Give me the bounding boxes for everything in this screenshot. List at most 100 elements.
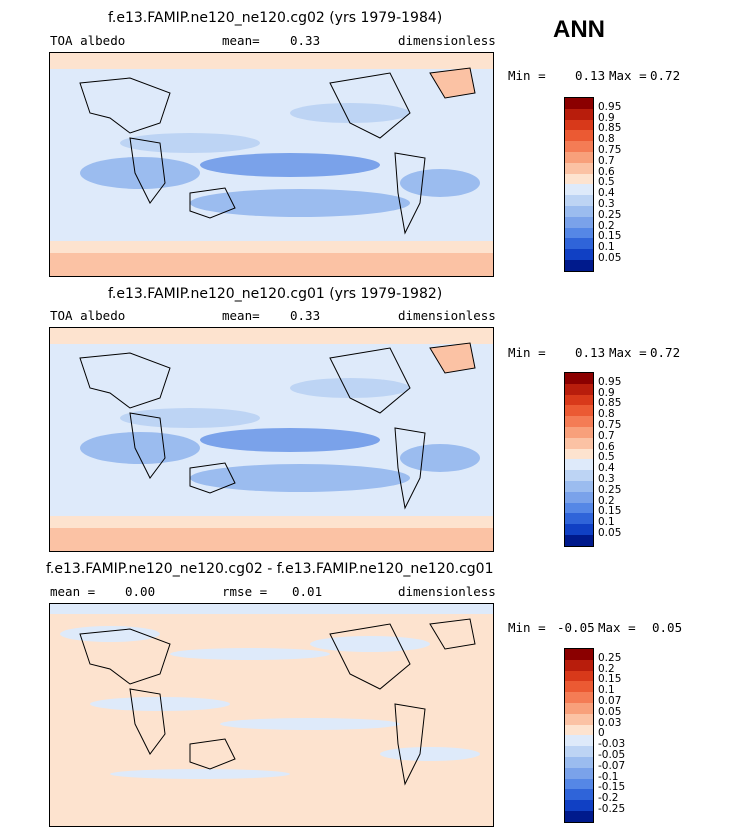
colorbar-segment (565, 480, 593, 492)
season-label: ANN (553, 16, 605, 43)
colorbar-segment (565, 735, 593, 747)
colorbar-label: -0.2 (598, 792, 619, 805)
panel3-map (49, 603, 494, 827)
colorbar-label: 0.3 (598, 198, 615, 210)
panel1-max-value: 0.72 (650, 68, 681, 83)
colorbar-label: 0.2 (598, 662, 615, 675)
panel2-units: dimensionless (398, 308, 496, 323)
colorbar-label: 0.95 (598, 100, 622, 113)
panel3-mean-label: mean = (50, 584, 96, 599)
colorbar-segment (565, 205, 593, 217)
colorbar-segment (565, 383, 593, 395)
colorbar-segment (565, 789, 593, 801)
panel1-map (49, 52, 494, 277)
colorbar-segment (565, 216, 593, 228)
panel2-title: f.e13.FAMIP.ne120_ne120.cg01 (yrs 1979-1… (108, 286, 443, 302)
colorbar-label: 0.3 (598, 473, 615, 485)
panel2-max-value: 0.72 (650, 345, 681, 360)
colorbar-segment (565, 416, 593, 427)
colorbar-segment (565, 173, 593, 185)
panel2-colorbar (564, 372, 594, 547)
colorbar-segment (565, 756, 593, 768)
colorbar-segment (565, 394, 593, 406)
panel2-variable: TOA albedo (50, 308, 126, 323)
colorbar-segment (565, 524, 593, 535)
colorbar-segment (565, 681, 593, 693)
colorbar-label: -0.03 (598, 738, 626, 751)
colorbar-label: -0.15 (598, 781, 626, 794)
colorbar-segment (565, 767, 593, 779)
colorbar-label: 0.05 (598, 705, 622, 718)
colorbar-label: 0.1 (598, 241, 615, 254)
colorbar-label: 0.9 (598, 111, 615, 124)
colorbar-label: 0.03 (598, 716, 622, 729)
colorbar-segment (565, 724, 593, 736)
colorbar-label: 0.6 (598, 440, 615, 453)
panel1-units: dimensionless (398, 33, 496, 48)
colorbar-label: 0.15 (598, 230, 622, 243)
panel1-min-value: 0.13 (575, 68, 606, 83)
colorbar-segment (565, 778, 593, 790)
colorbar-segment (565, 108, 593, 120)
panel2-max-label: Max = (609, 345, 647, 360)
panel1-title: f.e13.FAMIP.ne120_ne120.cg02 (yrs 1979-1… (108, 10, 443, 26)
colorbar-label: 0.25 (598, 208, 622, 221)
colorbar-segment (565, 800, 593, 811)
colorbar-segment (565, 98, 593, 109)
colorbar-segment (565, 426, 593, 438)
colorbar-segment (565, 692, 593, 703)
colorbar-label: 0.85 (598, 397, 622, 410)
colorbar-segment (565, 470, 593, 481)
colorbar-segment (565, 119, 593, 131)
panel3-max-value: 0.05 (652, 620, 683, 635)
colorbar-segment (565, 810, 593, 822)
colorbar-label: 0.75 (598, 419, 622, 431)
panel2-min-label: Min = (508, 345, 546, 360)
colorbar-label: 0.85 (598, 122, 622, 135)
colorbar-label: 0.95 (598, 375, 622, 388)
colorbar-segment (565, 459, 593, 471)
colorbar-label: 0.05 (598, 527, 622, 539)
panel2-mean-value: 0.33 (290, 308, 321, 323)
colorbar-label: 0.15 (598, 673, 622, 686)
panel3-mean-value: 0.00 (125, 584, 156, 599)
panel1-colorbar (564, 97, 594, 272)
colorbar-segment (565, 238, 593, 250)
colorbar-label: 0.4 (598, 187, 615, 200)
colorbar-label: 0.2 (598, 494, 615, 507)
colorbar-label: 0.15 (598, 505, 622, 518)
colorbar-segment (565, 502, 593, 514)
colorbar-segment (565, 184, 593, 196)
panel3-colorbar (564, 648, 594, 823)
panel3-max-label: Max = (598, 620, 636, 635)
colorbar-label: 0 (598, 727, 605, 740)
colorbar-label: -0.05 (598, 749, 626, 761)
colorbar-segment (565, 249, 593, 260)
panel3-title: f.e13.FAMIP.ne120_ne120.cg02 - f.e13.FAM… (46, 561, 494, 577)
colorbar-label: 0.05 (598, 252, 622, 264)
colorbar-label: 0.5 (598, 451, 615, 464)
colorbar-segment (565, 195, 593, 206)
colorbar-segment (565, 141, 593, 152)
colorbar-segment (565, 405, 593, 417)
colorbar-segment (565, 746, 593, 757)
colorbar-label: 0.6 (598, 165, 615, 178)
colorbar-label: 0.7 (598, 154, 615, 167)
colorbar-label: 0.25 (598, 651, 622, 664)
colorbar-segment (565, 373, 593, 384)
colorbar-segment (565, 227, 593, 239)
colorbar-label: 0.1 (598, 684, 615, 697)
colorbar-segment (565, 130, 593, 142)
colorbar-segment (565, 259, 593, 271)
panel2-min-value: 0.13 (575, 345, 606, 360)
panel3-min-label: Min = (508, 620, 546, 635)
colorbar-label: 0.8 (598, 408, 615, 421)
colorbar-label: 0.8 (598, 133, 615, 146)
panel1-variable: TOA albedo (50, 33, 126, 48)
colorbar-label: -0.1 (598, 770, 619, 783)
colorbar-label: -0.07 (598, 759, 626, 772)
panel3-units: dimensionless (398, 584, 496, 599)
colorbar-segment (565, 151, 593, 163)
colorbar-segment (565, 702, 593, 714)
colorbar-segment (565, 649, 593, 660)
